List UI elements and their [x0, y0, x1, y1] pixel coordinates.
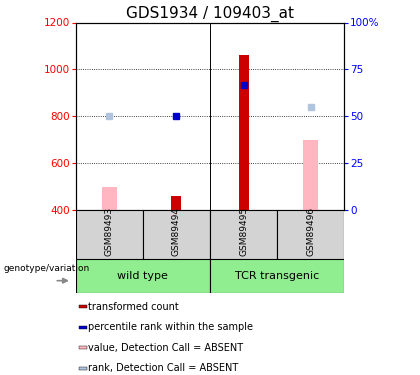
Text: GSM89495: GSM89495: [239, 207, 248, 256]
Bar: [210, 259, 344, 292]
Text: rank, Detection Call = ABSENT: rank, Detection Call = ABSENT: [88, 363, 239, 374]
Bar: [143, 210, 210, 259]
Bar: [79, 305, 87, 308]
Bar: [79, 346, 87, 350]
Text: GSM89493: GSM89493: [105, 207, 114, 256]
Text: TCR transgenic: TCR transgenic: [235, 271, 319, 280]
Bar: [102, 187, 117, 210]
Bar: [76, 259, 210, 292]
Bar: [277, 210, 344, 259]
Text: transformed count: transformed count: [88, 302, 179, 312]
Bar: [79, 326, 87, 329]
Bar: [79, 367, 87, 370]
Text: percentile rank within the sample: percentile rank within the sample: [88, 322, 253, 332]
Bar: [303, 140, 318, 210]
Title: GDS1934 / 109403_at: GDS1934 / 109403_at: [126, 6, 294, 22]
Bar: [76, 210, 143, 259]
Bar: [210, 210, 277, 259]
Text: GSM89496: GSM89496: [306, 207, 315, 256]
Text: wild type: wild type: [117, 271, 168, 280]
Bar: [171, 196, 181, 210]
Text: value, Detection Call = ABSENT: value, Detection Call = ABSENT: [88, 343, 243, 353]
Text: GSM89494: GSM89494: [172, 207, 181, 256]
Bar: [239, 56, 249, 210]
Text: genotype/variation: genotype/variation: [4, 264, 90, 273]
